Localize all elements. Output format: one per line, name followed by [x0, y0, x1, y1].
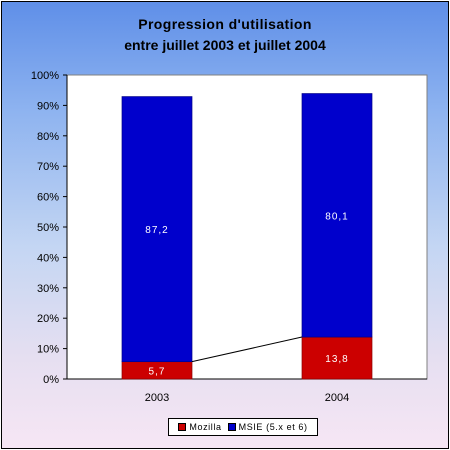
y-tick-label: 0% [43, 374, 59, 386]
y-tick-label: 40% [37, 252, 59, 264]
y-tick-label: 60% [37, 192, 59, 204]
bar-msie-2003 [121, 96, 193, 363]
data-label: 13,8 [325, 354, 348, 365]
legend-item-msie: MSIE (5.x et 6) [227, 422, 308, 432]
y-tick-label: 70% [37, 161, 59, 173]
y-tick-label: 30% [37, 283, 59, 295]
legend-label-msie: MSIE (5.x et 6) [238, 422, 308, 432]
y-tick-label: 100% [31, 70, 59, 82]
x-tick-label: 2004 [325, 392, 349, 404]
bar-msie-2004 [301, 93, 373, 338]
legend-label-mozilla: Mozilla [189, 422, 222, 432]
legend: Mozilla MSIE (5.x et 6) [168, 418, 318, 436]
chart-subtitle: entre juillet 2003 et juillet 2004 [124, 37, 326, 53]
data-label: 87,2 [145, 225, 168, 236]
chart-title: Progression d'utilisation [138, 16, 312, 32]
y-tick-label: 50% [37, 222, 59, 234]
legend-item-mozilla: Mozilla [178, 422, 221, 432]
legend-swatch-mozilla [178, 423, 187, 431]
y-tick-label: 80% [37, 131, 59, 143]
y-tick-label: 20% [37, 313, 59, 325]
x-tick-label: 2003 [145, 392, 169, 404]
y-tick-label: 90% [37, 100, 59, 112]
plot-area [66, 74, 428, 380]
y-tick-label: 10% [37, 344, 59, 356]
series-line [191, 336, 303, 363]
bar-mozilla-2004 [301, 336, 373, 380]
legend-swatch-msie [227, 423, 236, 431]
data-label: 80,1 [325, 211, 348, 222]
data-label: 5,7 [149, 366, 166, 377]
